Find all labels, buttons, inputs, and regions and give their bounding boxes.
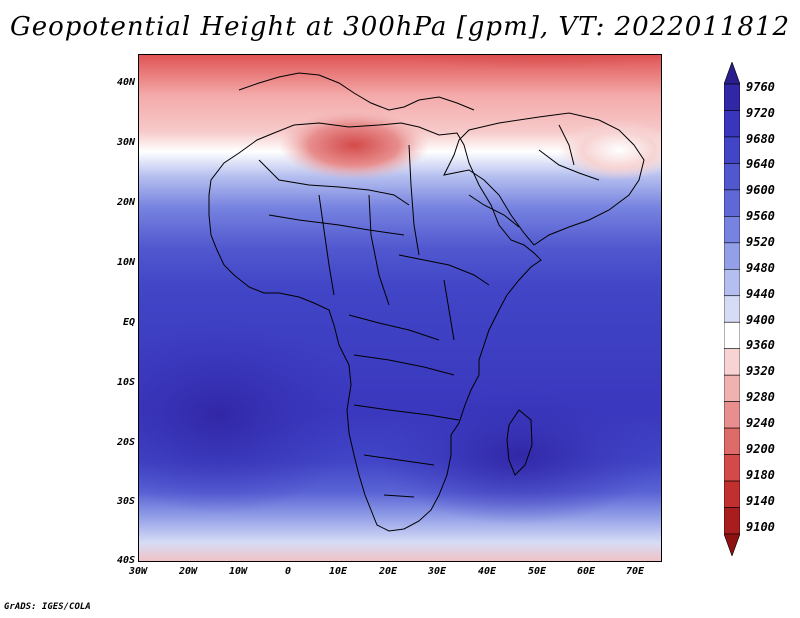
geopotential-height-field [139,55,661,561]
colorbar-cell-13 [724,401,740,429]
colorbar-cell-3 [724,136,740,164]
colorbar-cell-18 [724,533,740,556]
lon-label-10w: 10W [228,566,248,577]
colorbar-cell-9 [724,295,740,323]
map-plot-area [138,54,662,562]
colorbar-label-9560: 9560 [746,209,775,223]
colorbar-cell-1 [724,83,740,111]
lat-label-20n: 20N [116,197,135,208]
colorbar-label-9280: 9280 [746,390,775,404]
colorbar-cell-17 [724,507,740,535]
colorbar-label-9140: 9140 [746,494,775,508]
lon-label-10e: 10E [328,566,348,577]
colorbar-cell-4 [724,163,740,191]
lat-label-10n: 10N [116,257,135,268]
colorbar-label-9440: 9440 [746,287,775,301]
lat-label-20s: 20S [116,437,135,448]
map-title: Geopotential Height at 300hPa [gpm], VT:… [9,12,791,42]
colorbar-cell-14 [724,427,740,455]
colorbar-cell-5 [724,189,740,217]
colorbar-cell-6 [724,216,740,244]
colorbar-cell-10 [724,321,740,350]
colorbar-cell-8 [724,268,740,297]
lon-label-40e: 40E [477,566,497,577]
colorbar-label-9640: 9640 [746,157,775,171]
colorbar-label-9240: 9240 [746,416,775,430]
lat-label-40s: 40S [116,555,135,566]
colorbar-cell-12 [724,374,740,402]
colorbar-label-9180: 9180 [746,468,775,482]
colorbar-label-9400: 9400 [746,313,775,327]
lon-label-20e: 20E [378,566,398,577]
lon-label-0: 0 [284,566,292,577]
lon-label-20w: 20W [178,566,198,577]
colorbar-label-9680: 9680 [746,132,775,146]
lon-label-70e: 70E [625,566,645,577]
colorbar-cell-0 [724,62,740,85]
lat-label-40n: 40N [116,77,135,88]
lat-label-10s: 10S [116,377,135,388]
colorbar-cell-16 [724,480,740,508]
colorbar-label-9200: 9200 [746,442,775,456]
colorbar-label-9720: 9720 [746,106,775,120]
colorbar-cell-2 [724,110,740,138]
lat-label-30s: 30S [116,496,135,507]
colorbar-label-9100: 9100 [746,520,775,534]
colorbar-cell-7 [724,242,740,270]
lat-label-eq: EQ [122,317,135,328]
colorbar-label-9600: 9600 [746,183,775,197]
lon-label-50e: 50E [527,566,547,577]
coastline-and-borders [208,72,645,532]
lat-label-30n: 30N [116,137,135,148]
colorbar-label-9320: 9320 [746,364,775,378]
lon-label-60e: 60E [576,566,596,577]
lon-label-30e: 30E [427,566,447,577]
grads-credit: GrADS: IGES/COLA [4,602,91,612]
colorbar-label-9360: 9360 [746,338,775,352]
colorbar-label-9760: 9760 [746,80,775,94]
colorbar-cell-11 [724,348,740,376]
colorbar-label-9520: 9520 [746,235,775,249]
colorbar [724,62,740,556]
lon-label-30w: 30W [128,566,148,577]
colorbar-label-9480: 9480 [746,261,775,275]
colorbar-cell-15 [724,454,740,482]
